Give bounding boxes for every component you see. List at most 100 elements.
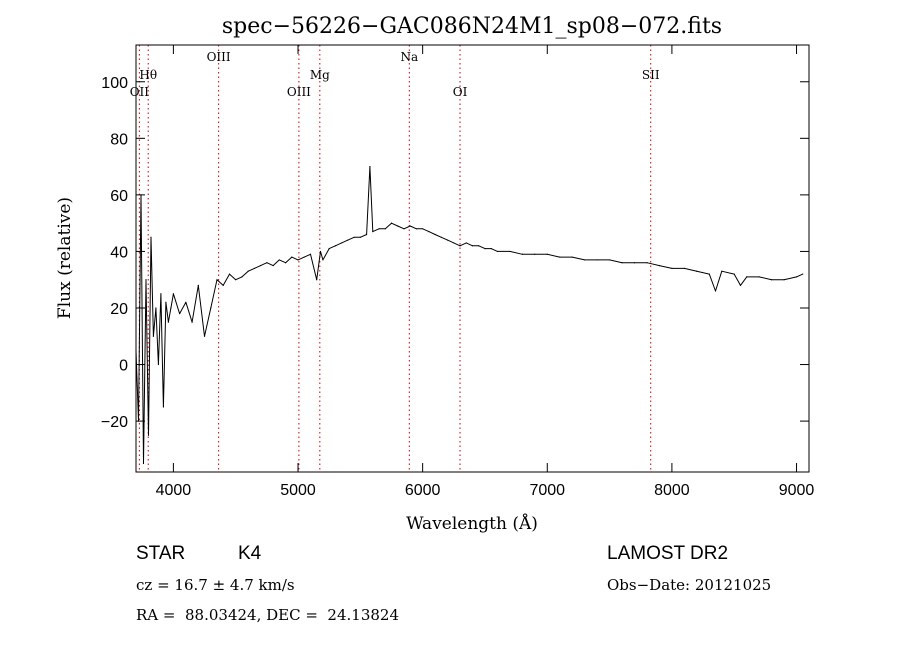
spectrum-point bbox=[369, 165, 371, 168]
spectrum-point bbox=[191, 321, 193, 323]
spectrum-point bbox=[378, 228, 380, 230]
spectrum-point bbox=[165, 301, 167, 303]
spectrum-point bbox=[484, 248, 486, 250]
observation-date: Obs−Date: 20121025 bbox=[607, 576, 772, 594]
spectral-line-markers: Hθ OII OIII OIII Mg Na OI SII bbox=[130, 45, 660, 472]
y-tick-label: 20 bbox=[110, 301, 128, 318]
spectrum-point bbox=[372, 231, 374, 233]
spectrum-point bbox=[714, 290, 717, 292]
spectrum-point bbox=[453, 242, 455, 244]
spectrum-point bbox=[172, 293, 174, 295]
redshift-value: cz = 16.7 ± 4.7 km/s bbox=[136, 576, 295, 594]
y-tick-label: 0 bbox=[119, 358, 128, 375]
spectrum-point bbox=[210, 307, 212, 309]
spectrum-point bbox=[422, 228, 424, 230]
spectrum-point bbox=[167, 321, 170, 323]
spectrum-point bbox=[145, 279, 147, 281]
spectrum-point bbox=[521, 253, 523, 255]
spectrum-point bbox=[147, 434, 150, 436]
line-marker-label: Mg bbox=[310, 68, 330, 82]
spectrum-point bbox=[162, 406, 165, 408]
chart-title: spec−56226−GAC086N24M1_sp08−072.fits bbox=[222, 14, 722, 39]
spectrum-point bbox=[253, 267, 255, 269]
spectrum-point bbox=[142, 462, 145, 465]
spectrum-point bbox=[478, 245, 480, 247]
spectrum-point bbox=[783, 279, 785, 281]
spectrum-point bbox=[696, 270, 698, 272]
spectrum-point bbox=[465, 242, 467, 244]
spectrum-point bbox=[235, 279, 237, 281]
line-marker-label: SII bbox=[642, 68, 660, 82]
spectrum-point bbox=[319, 250, 322, 253]
line-marker-label: Na bbox=[400, 50, 418, 64]
object-class: STAR bbox=[136, 543, 186, 564]
x-axis-label: Wavelength (Å) bbox=[406, 513, 538, 534]
spectrum-point bbox=[496, 250, 499, 253]
spectrum-point bbox=[428, 231, 430, 233]
spectrum-point bbox=[440, 236, 442, 238]
line-marker-label: OIII bbox=[287, 85, 311, 99]
spectrum-point bbox=[334, 245, 337, 247]
survey-name: LAMOST DR2 bbox=[607, 543, 729, 564]
spectrum-point bbox=[403, 228, 405, 230]
spectrum-series bbox=[135, 165, 804, 465]
spectrum-point bbox=[222, 284, 224, 286]
spectrum-point bbox=[241, 276, 243, 278]
x-axis: 4000 5000 6000 7000 8000 9000 bbox=[156, 45, 814, 499]
spectrum-point bbox=[415, 228, 418, 230]
spectrum-point bbox=[584, 259, 586, 261]
y-tick-label: 60 bbox=[110, 188, 128, 205]
spectrum-point bbox=[152, 335, 155, 337]
spectrum-point bbox=[272, 264, 274, 267]
x-tick-label: 4000 bbox=[156, 482, 192, 499]
spectrum-point bbox=[534, 253, 536, 255]
spectrum-point bbox=[758, 276, 760, 278]
spectrum-point bbox=[278, 259, 280, 261]
spectrum-point bbox=[708, 273, 710, 275]
spectrum-point bbox=[247, 270, 249, 272]
y-axis-label: Flux (relative) bbox=[55, 197, 75, 319]
spectrum-line bbox=[135, 166, 804, 464]
spectrum-point bbox=[471, 245, 474, 247]
spectrum-point bbox=[490, 248, 492, 250]
spectrum-point bbox=[150, 236, 152, 238]
spectrum-point bbox=[546, 253, 548, 255]
spectrum-point bbox=[434, 233, 436, 236]
spectrum-point bbox=[384, 228, 386, 230]
spectrum-point bbox=[160, 293, 162, 295]
spectrum-point bbox=[795, 276, 798, 278]
spectrum-point bbox=[646, 262, 648, 264]
x-tick-label: 5000 bbox=[280, 482, 316, 499]
spectrum-point bbox=[608, 259, 611, 261]
line-marker-label: OI bbox=[453, 85, 468, 99]
spectrum-point bbox=[353, 236, 355, 238]
spectrum-point bbox=[291, 256, 293, 258]
y-tick-label: 100 bbox=[101, 75, 128, 92]
spectrum-point bbox=[179, 313, 181, 315]
spectrum-point bbox=[721, 270, 723, 272]
spectrum-point bbox=[390, 222, 393, 224]
spectrum-point bbox=[170, 307, 172, 309]
x-tick-label: 7000 bbox=[529, 482, 565, 499]
spectrum-point bbox=[328, 248, 330, 250]
spectrum-point bbox=[397, 225, 399, 227]
spectrum-point bbox=[266, 262, 268, 264]
spectrum-point bbox=[559, 256, 561, 258]
spectrum-point bbox=[155, 307, 157, 309]
spectrum-point bbox=[341, 242, 343, 244]
spectrum-point bbox=[621, 262, 623, 264]
spectrum-point bbox=[303, 256, 305, 258]
spectrum-point bbox=[197, 284, 199, 286]
spectrum-point bbox=[216, 279, 218, 281]
object-subclass: K4 bbox=[238, 543, 262, 564]
spectrum-point bbox=[347, 239, 349, 241]
spectrum-point bbox=[633, 262, 636, 264]
spectrum-point bbox=[771, 279, 773, 281]
spectrum-point bbox=[157, 363, 160, 366]
spectrum-point bbox=[739, 284, 742, 286]
coordinates: RA = 88.03424, DEC = 24.13824 bbox=[136, 606, 400, 624]
x-tick-label: 8000 bbox=[654, 482, 690, 499]
spectrum-point bbox=[509, 250, 511, 253]
x-tick-label: 6000 bbox=[405, 482, 441, 499]
